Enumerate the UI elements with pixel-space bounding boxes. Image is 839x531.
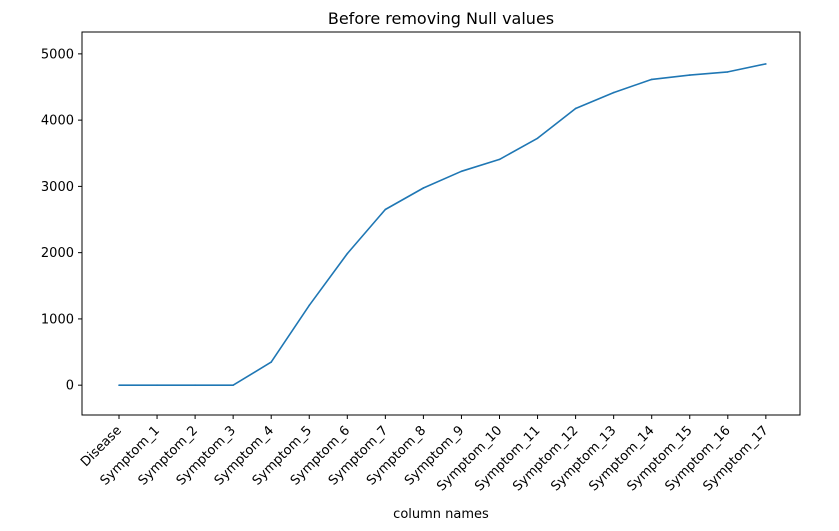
y-tick-label: 0	[66, 379, 74, 394]
series-line	[119, 63, 766, 387]
y-tick-label: 5000	[41, 47, 74, 62]
data-point	[194, 384, 196, 386]
y-tick-label: 3000	[41, 180, 74, 195]
data-point	[232, 384, 234, 386]
y-axis: 0 1000 2000 3000 4000 5000	[41, 47, 82, 394]
data-point	[498, 158, 501, 161]
series-layer	[118, 63, 767, 387]
data-point	[765, 63, 767, 65]
data-point	[574, 107, 577, 110]
data-point	[384, 208, 387, 211]
x-axis: DiseaseSymptom_1Symptom_2Symptom_3Sympto…	[78, 415, 772, 494]
data-point	[156, 384, 158, 386]
y-tick-label: 1000	[41, 312, 74, 327]
data-point	[118, 384, 120, 386]
plot-area	[81, 31, 801, 416]
data-point	[650, 78, 653, 81]
data-point	[422, 187, 425, 189]
x-axis-title: column names	[393, 507, 489, 522]
y-tick-label: 4000	[41, 114, 74, 129]
data-point	[727, 71, 729, 73]
data-point	[688, 74, 691, 76]
data-point	[612, 91, 615, 94]
y-tick-label: 2000	[41, 246, 74, 261]
data-point	[308, 304, 311, 307]
data-point	[536, 137, 539, 140]
data-point	[270, 361, 273, 363]
chart-title: Before removing Null values	[328, 9, 554, 28]
data-point	[346, 252, 349, 255]
data-point	[460, 170, 463, 173]
